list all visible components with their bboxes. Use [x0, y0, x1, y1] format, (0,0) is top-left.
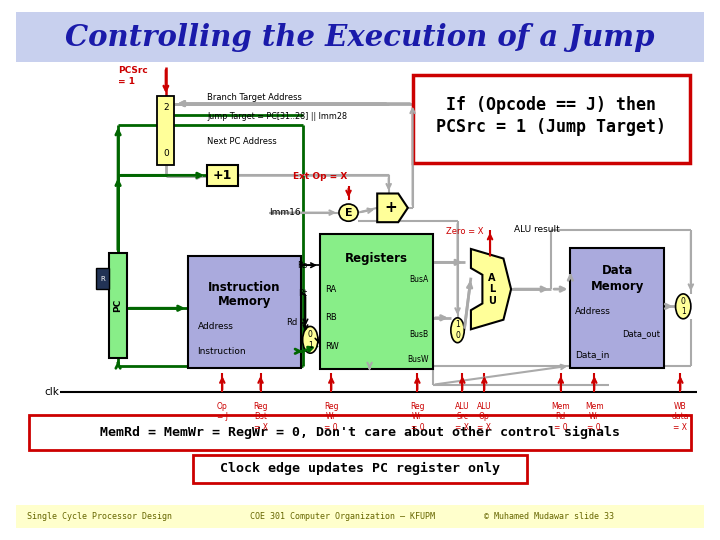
Text: Op
= J: Op = J — [217, 402, 228, 421]
Text: Ext Op = X: Ext Op = X — [292, 172, 347, 181]
Bar — [188, 255, 301, 368]
Text: R: R — [100, 275, 105, 281]
Text: 0: 0 — [455, 332, 460, 341]
Text: 2: 2 — [163, 103, 168, 112]
Bar — [413, 75, 690, 163]
Text: ALU
Op
= X: ALU Op = X — [477, 402, 492, 432]
Text: If (Opcode == J) then: If (Opcode == J) then — [446, 96, 656, 113]
Text: 0: 0 — [163, 149, 168, 158]
Text: © Muhamed Mudawar slide 33: © Muhamed Mudawar slide 33 — [485, 512, 614, 521]
Text: Reg
Wr
= 0: Reg Wr = 0 — [410, 402, 425, 432]
Polygon shape — [377, 193, 408, 222]
Text: 1: 1 — [455, 320, 460, 329]
Text: PC: PC — [114, 299, 122, 312]
Text: PCSrc
= 1: PCSrc = 1 — [118, 66, 148, 85]
Bar — [320, 234, 433, 369]
Bar — [16, 12, 704, 62]
Text: Registers: Registers — [345, 252, 408, 265]
Text: BusA: BusA — [410, 275, 429, 284]
Text: Mem
Rd
= 0: Mem Rd = 0 — [552, 402, 570, 432]
Text: RW: RW — [325, 342, 339, 351]
Ellipse shape — [339, 204, 358, 221]
Text: clk: clk — [45, 387, 59, 397]
Text: 1: 1 — [681, 307, 685, 315]
Text: Controlling the Execution of a Jump: Controlling the Execution of a Jump — [66, 23, 654, 52]
Text: +: + — [384, 200, 397, 215]
Text: Reg
Dst
= X: Reg Dst = X — [253, 402, 268, 432]
Text: Branch Target Address: Branch Target Address — [207, 93, 302, 103]
Bar — [570, 248, 664, 368]
Text: BusB: BusB — [410, 329, 429, 339]
Text: RA: RA — [325, 285, 337, 294]
Text: Zero = X: Zero = X — [446, 227, 484, 236]
Text: Address: Address — [575, 307, 611, 315]
Bar — [16, 505, 704, 528]
Bar — [157, 96, 174, 165]
Text: Single Cycle Processor Design: Single Cycle Processor Design — [27, 512, 172, 521]
Text: ALU result: ALU result — [514, 225, 559, 234]
Text: MemRd = MemWr = RegWr = 0, Don't care about other control signals: MemRd = MemWr = RegWr = 0, Don't care ab… — [100, 426, 620, 439]
Text: 0: 0 — [681, 297, 685, 306]
Text: Data_in: Data_in — [575, 350, 610, 360]
Text: RB: RB — [325, 313, 338, 322]
Text: E: E — [345, 207, 352, 218]
Text: Reg
Wr
= 0: Reg Wr = 0 — [324, 402, 338, 432]
Ellipse shape — [302, 326, 318, 353]
Bar — [207, 165, 238, 186]
Text: PCSrc = 1 (Jump Target): PCSrc = 1 (Jump Target) — [436, 118, 666, 136]
Text: Jump Target = PC[31..28] || Imm28: Jump Target = PC[31..28] || Imm28 — [207, 112, 347, 122]
Ellipse shape — [675, 294, 691, 319]
Text: COE 301 Computer Organization – KFUPM: COE 301 Computer Organization – KFUPM — [250, 512, 435, 521]
Text: Rs: Rs — [297, 261, 307, 269]
Bar — [109, 253, 127, 358]
Bar — [29, 415, 691, 450]
Text: Rd: Rd — [287, 318, 298, 327]
Text: Clock edge updates PC register only: Clock edge updates PC register only — [220, 462, 500, 475]
Text: Imm16: Imm16 — [269, 208, 301, 217]
Text: 0: 0 — [308, 329, 312, 339]
Bar — [96, 268, 109, 289]
Polygon shape — [471, 249, 511, 329]
Text: Address: Address — [197, 322, 233, 331]
Text: BusW: BusW — [408, 355, 429, 364]
Text: Instruction: Instruction — [197, 347, 246, 356]
Text: Data: Data — [601, 265, 633, 278]
Text: 1: 1 — [308, 341, 312, 350]
Text: Instruction: Instruction — [208, 281, 281, 294]
Ellipse shape — [451, 318, 464, 343]
Text: +1: +1 — [212, 169, 232, 182]
Text: Rt: Rt — [298, 289, 307, 299]
Text: Next PC Address: Next PC Address — [207, 137, 276, 146]
Text: ALU
Src
= X: ALU Src = X — [455, 402, 469, 432]
Text: Data_out: Data_out — [622, 329, 660, 339]
Text: Memory: Memory — [217, 295, 271, 308]
Text: Mem
Wr
= 0: Mem Wr = 0 — [585, 402, 603, 432]
Bar — [193, 455, 527, 483]
Text: A
L
U: A L U — [488, 273, 496, 306]
Text: Memory: Memory — [590, 280, 644, 293]
Text: WB
data
= X: WB data = X — [672, 402, 689, 432]
